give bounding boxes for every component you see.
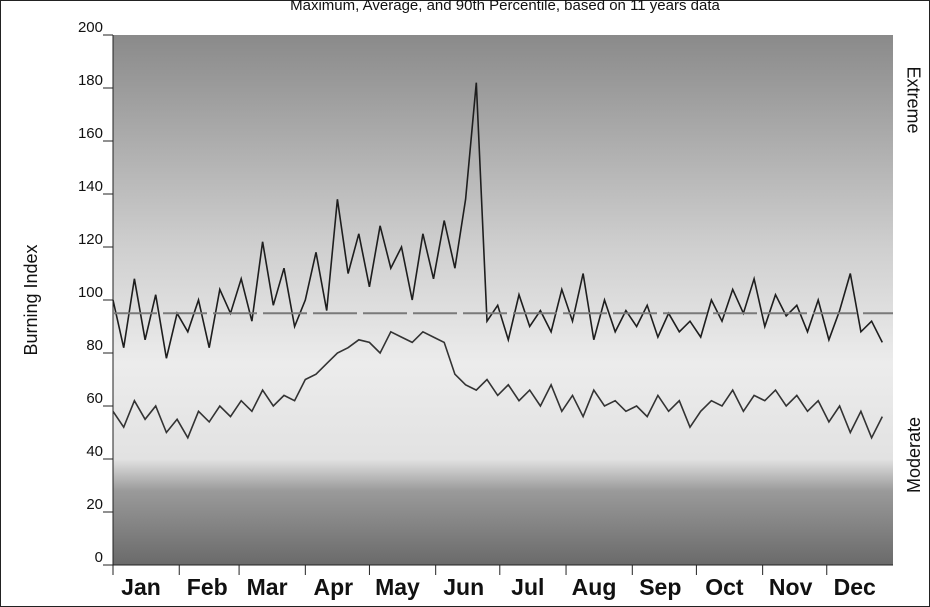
y-tick-label: 100: [78, 284, 103, 301]
y-tick-label: 0: [95, 549, 103, 566]
y-tick-label: 20: [86, 496, 103, 513]
line-series: [112, 330, 884, 440]
y-tick-label: 80: [86, 337, 103, 354]
x-tick-label: Oct: [705, 574, 744, 600]
y-tick-label: 140: [78, 178, 103, 195]
x-tick-label: Feb: [187, 574, 228, 600]
y-tick-label: 160: [78, 125, 103, 142]
line-series: [112, 82, 884, 359]
x-tick-label: Nov: [769, 574, 813, 600]
y-tick-label: 180: [78, 72, 103, 89]
x-tick-label: Jan: [121, 574, 161, 600]
chart-title: Maximum, Average, and 90th Percentile, b…: [290, 0, 720, 14]
x-tick-label: Aug: [572, 574, 617, 600]
y-axis-label: Burning Index: [21, 244, 41, 355]
x-tick-label: Apr: [314, 574, 354, 600]
x-tick-label: May: [375, 574, 420, 600]
x-tick-label: Mar: [247, 574, 288, 600]
band-label: Moderate: [904, 417, 924, 493]
x-tick-label: Jul: [511, 574, 544, 600]
y-tick-label: 120: [78, 231, 103, 248]
y-tick-label: 60: [86, 390, 103, 407]
x-tick-label: Sep: [639, 574, 681, 600]
x-tick-label: Jun: [443, 574, 484, 600]
y-tick-label: 40: [86, 443, 103, 460]
plot-background: [113, 35, 893, 565]
band-label: Extreme: [903, 66, 923, 133]
y-tick-label: 200: [78, 19, 103, 36]
x-tick-label: Dec: [834, 574, 876, 600]
